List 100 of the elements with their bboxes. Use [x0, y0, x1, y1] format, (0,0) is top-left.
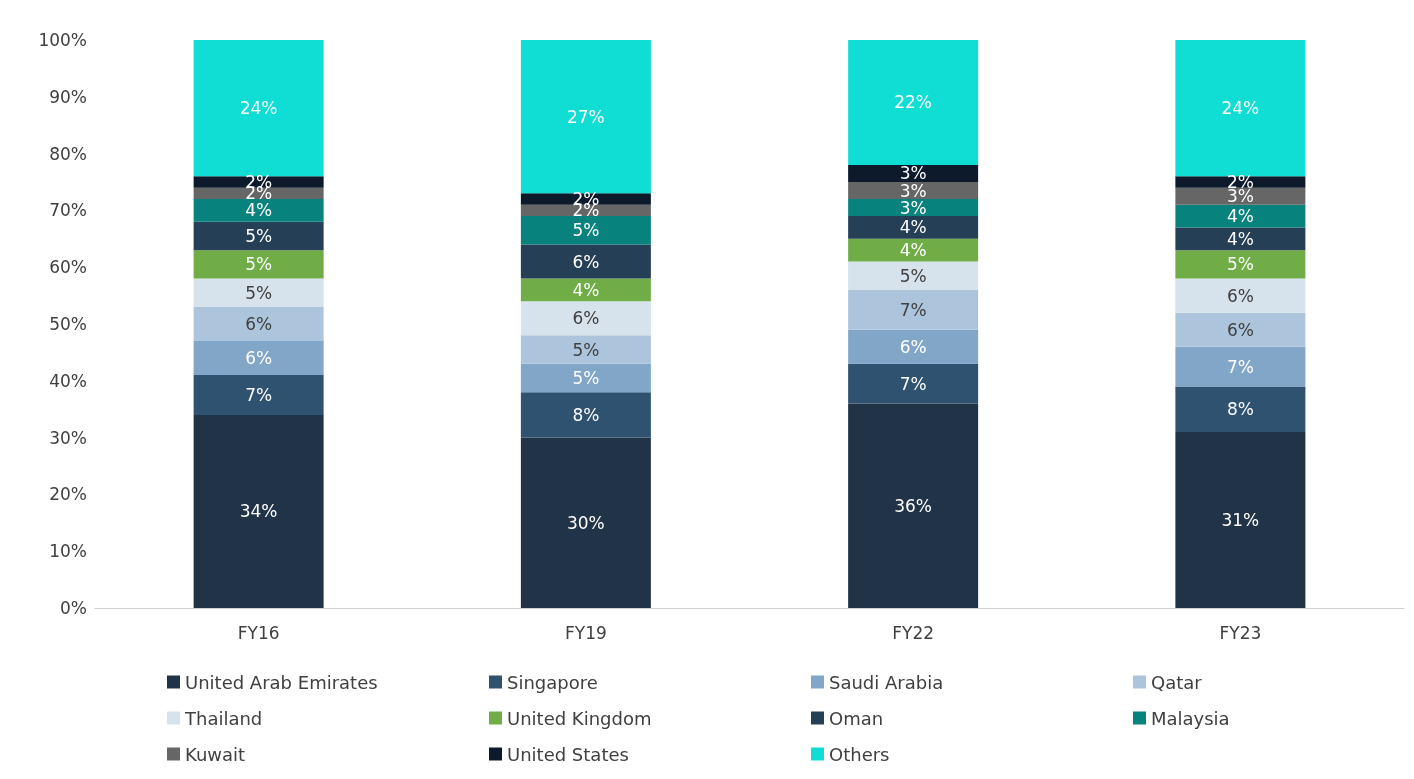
y-tick-label: 80% [49, 143, 87, 164]
data-label: 7% [899, 299, 927, 320]
bar [848, 261, 979, 290]
bar [520, 244, 651, 279]
bar [848, 164, 979, 182]
data-label: 24% [239, 98, 278, 119]
bar [848, 403, 979, 608]
bar [520, 335, 651, 364]
bar [1175, 204, 1306, 228]
bar [520, 216, 651, 245]
y-tick-label: 90% [49, 86, 87, 107]
bar [193, 199, 324, 222]
bar [848, 199, 979, 217]
data-label: 36% [894, 495, 933, 516]
x-tick-label: FY23 [1219, 622, 1262, 643]
bar [193, 176, 324, 188]
bar [520, 301, 651, 336]
data-label: 27% [566, 106, 605, 127]
data-label: 5% [245, 254, 273, 275]
bar [848, 363, 979, 404]
bar [848, 329, 979, 364]
y-tick-label: 70% [49, 200, 87, 221]
data-label: 8% [572, 404, 600, 425]
bar [193, 306, 324, 342]
legend-label: Oman [829, 707, 884, 729]
bar [520, 437, 651, 608]
data-label: 22% [894, 92, 933, 113]
bar [520, 278, 651, 302]
y-tick-label: 50% [49, 314, 87, 334]
data-label: 4% [572, 279, 600, 300]
data-label: 6% [899, 336, 927, 357]
legend-label: Others [829, 743, 890, 765]
legend-label: United Arab Emirates [185, 671, 378, 693]
x-tick-label: FY22 [892, 622, 935, 643]
bar [520, 40, 651, 194]
data-label: 5% [572, 367, 600, 388]
bar [193, 221, 324, 251]
bar [848, 238, 979, 262]
bar [848, 182, 979, 200]
data-label: 4% [899, 217, 927, 238]
data-label: 8% [1226, 399, 1254, 420]
legend-label: Saudi Arabia [829, 671, 944, 693]
bar [193, 40, 324, 177]
legend-label: Malaysia [1151, 707, 1230, 729]
legend-label: United States [507, 743, 629, 765]
bar [1175, 250, 1306, 279]
bar [193, 250, 324, 279]
bar [193, 414, 324, 608]
y-tick-label: 20% [49, 484, 87, 505]
data-label: 4% [245, 200, 273, 221]
y-tick-label: 60% [49, 257, 87, 278]
data-label: 7% [1226, 356, 1254, 377]
data-label: 4% [1226, 228, 1254, 249]
bar [1175, 176, 1306, 188]
y-tick-label: 10% [49, 541, 87, 562]
bar [848, 216, 979, 239]
bar [520, 193, 651, 205]
data-label: 5% [245, 282, 273, 303]
bar [1175, 431, 1306, 608]
bar [193, 278, 324, 307]
data-label: 5% [245, 225, 273, 246]
y-tick-label: 30% [49, 427, 87, 448]
bar [193, 375, 324, 415]
y-tick-label: 100% [38, 30, 87, 50]
data-label: 6% [1226, 319, 1254, 340]
bar [193, 341, 324, 376]
data-label: 6% [245, 348, 273, 369]
legend-label: United Kingdom [507, 707, 652, 729]
data-label: 5% [899, 265, 927, 286]
legend-label: Qatar [1151, 671, 1203, 693]
data-label: 24% [1221, 98, 1260, 119]
bar [520, 363, 651, 393]
legend-label: Thailand [184, 707, 263, 729]
data-label: 34% [239, 501, 278, 522]
bar [1175, 346, 1306, 387]
y-tick-label: 40% [49, 370, 87, 391]
bar [520, 392, 651, 438]
legend-label: Singapore [507, 671, 598, 693]
data-label: 5% [572, 220, 600, 241]
legend-label: Kuwait [185, 743, 246, 765]
data-label: 5% [1226, 254, 1254, 275]
data-label: 31% [1221, 509, 1260, 530]
x-tick-label: FY19 [564, 622, 607, 643]
bar [848, 40, 979, 165]
data-label: 6% [572, 308, 600, 329]
data-label: 6% [245, 314, 273, 334]
data-label: 6% [1226, 285, 1254, 306]
x-tick-label: FY16 [237, 622, 280, 643]
bar [1175, 227, 1306, 251]
data-label: 5% [572, 339, 600, 360]
bar [1175, 312, 1306, 347]
bar [1175, 278, 1306, 313]
bar [1175, 386, 1306, 432]
data-label: 4% [899, 240, 927, 261]
bar [848, 289, 979, 330]
data-label: 7% [899, 373, 927, 394]
y-tick-label: 0% [60, 598, 87, 618]
data-label: 7% [245, 385, 273, 405]
data-label: 30% [566, 512, 605, 533]
bar [1175, 40, 1306, 177]
